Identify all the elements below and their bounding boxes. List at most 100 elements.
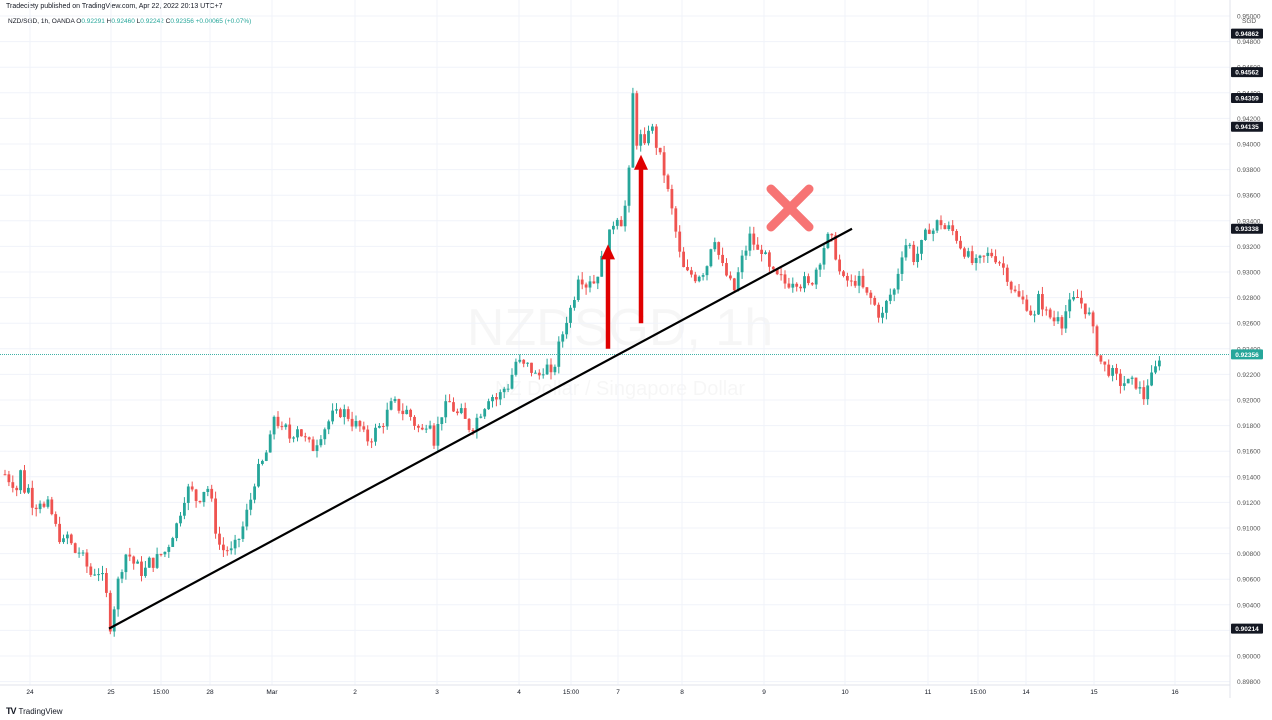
arrow-head (634, 154, 648, 170)
candle-body (682, 251, 685, 268)
candle-body (257, 463, 260, 487)
candle-body (366, 429, 370, 442)
candle-body (179, 515, 182, 524)
candle-body (1002, 263, 1005, 268)
candle-body (62, 538, 65, 543)
candle-body (775, 269, 779, 275)
candle-body (557, 341, 561, 367)
candle-body (709, 249, 713, 267)
candle-body (73, 543, 77, 553)
candle-body (27, 487, 30, 493)
candle-body (1044, 309, 1048, 311)
candle-body (849, 280, 853, 282)
candle-body (120, 572, 124, 579)
candle-body (1103, 361, 1107, 365)
candle-body (982, 255, 986, 257)
y-tick-label: 0.92800 (1237, 295, 1261, 302)
candle-body (974, 257, 978, 263)
candle-body (116, 578, 120, 610)
candle-body (779, 274, 783, 276)
candle-body (354, 420, 358, 427)
candle-body (151, 557, 155, 568)
candle-body (705, 266, 709, 276)
candle-body (147, 557, 151, 568)
candle-body (1033, 314, 1036, 316)
currency-label: SGD (1242, 18, 1257, 25)
candle-body (927, 229, 931, 234)
candle-body (1025, 299, 1029, 311)
candle-body (588, 281, 592, 288)
candle-body (951, 225, 955, 232)
candle-body (233, 539, 237, 549)
x-tick-label: 15:00 (153, 689, 170, 696)
drawings (108, 154, 853, 630)
price-label-text: 0.94562 (1235, 69, 1259, 76)
candle-body (1068, 299, 1072, 312)
candle-body (658, 147, 662, 153)
candle-body (1080, 297, 1083, 304)
candle-body (397, 399, 401, 411)
candle-body (838, 259, 841, 272)
candle-body (463, 408, 467, 419)
candle-body (3, 474, 7, 476)
candle-body (495, 397, 498, 400)
candle-body (229, 548, 233, 551)
candle-body (1122, 383, 1126, 386)
candle-body (931, 230, 935, 234)
candle-body (721, 254, 724, 264)
candle-body (717, 242, 721, 255)
candle-body (877, 304, 880, 318)
candle-body (378, 425, 381, 428)
candle-body (350, 418, 354, 427)
candle-body (725, 263, 728, 276)
candle-body (693, 274, 697, 282)
candle-body (432, 425, 436, 446)
cross-mark (766, 184, 814, 232)
candle-body (30, 487, 34, 508)
price-label-box (1231, 67, 1263, 78)
price-label-text: 0.90214 (1235, 626, 1259, 633)
candle-body (1064, 311, 1068, 329)
candle-body (1048, 309, 1052, 318)
candle-body (896, 273, 900, 290)
candle-body (1072, 297, 1075, 300)
candle-body (311, 439, 315, 451)
tradingview-brand[interactable]: TV TradingView (6, 706, 63, 716)
candle-body (264, 452, 268, 461)
candle-body (280, 426, 284, 428)
candle-body (686, 267, 689, 271)
candle-body (50, 499, 54, 515)
candle-body (342, 409, 346, 418)
candle-body (214, 498, 217, 534)
candle-body (471, 429, 475, 432)
candle-body (1095, 326, 1099, 356)
time-axis[interactable]: 24 25 15:00 28 Mar 2 3 4 15:00 7 8 9 10 11 15:00 14 15 16 (26, 689, 1179, 696)
candle-body (678, 231, 682, 252)
candle-body (144, 567, 147, 576)
candle-body (15, 487, 19, 491)
candle-body (46, 499, 50, 507)
candle-body (713, 242, 717, 250)
x-tick-label: 24 (26, 689, 34, 696)
candle-body (959, 240, 962, 249)
candle-body (908, 244, 912, 246)
candle-body (296, 429, 299, 438)
low-label: L (136, 18, 141, 25)
candles (3, 87, 1161, 637)
candle-body (89, 566, 93, 575)
candle-body (943, 225, 947, 230)
candle-body (537, 372, 541, 376)
candle-body (565, 322, 568, 335)
candle-body (978, 255, 982, 258)
candle-body (331, 410, 334, 422)
candle-body (522, 359, 526, 364)
candle-body (514, 361, 518, 375)
candle-body (81, 552, 85, 554)
symbol-name: NZD/SGD, 1h, OANDA (8, 18, 75, 25)
low-value: 0.92242 (140, 18, 164, 25)
candle-body (401, 410, 405, 415)
candle-body (986, 252, 990, 256)
candle-body (1111, 367, 1114, 376)
x-tick-label: 15:00 (970, 689, 987, 696)
